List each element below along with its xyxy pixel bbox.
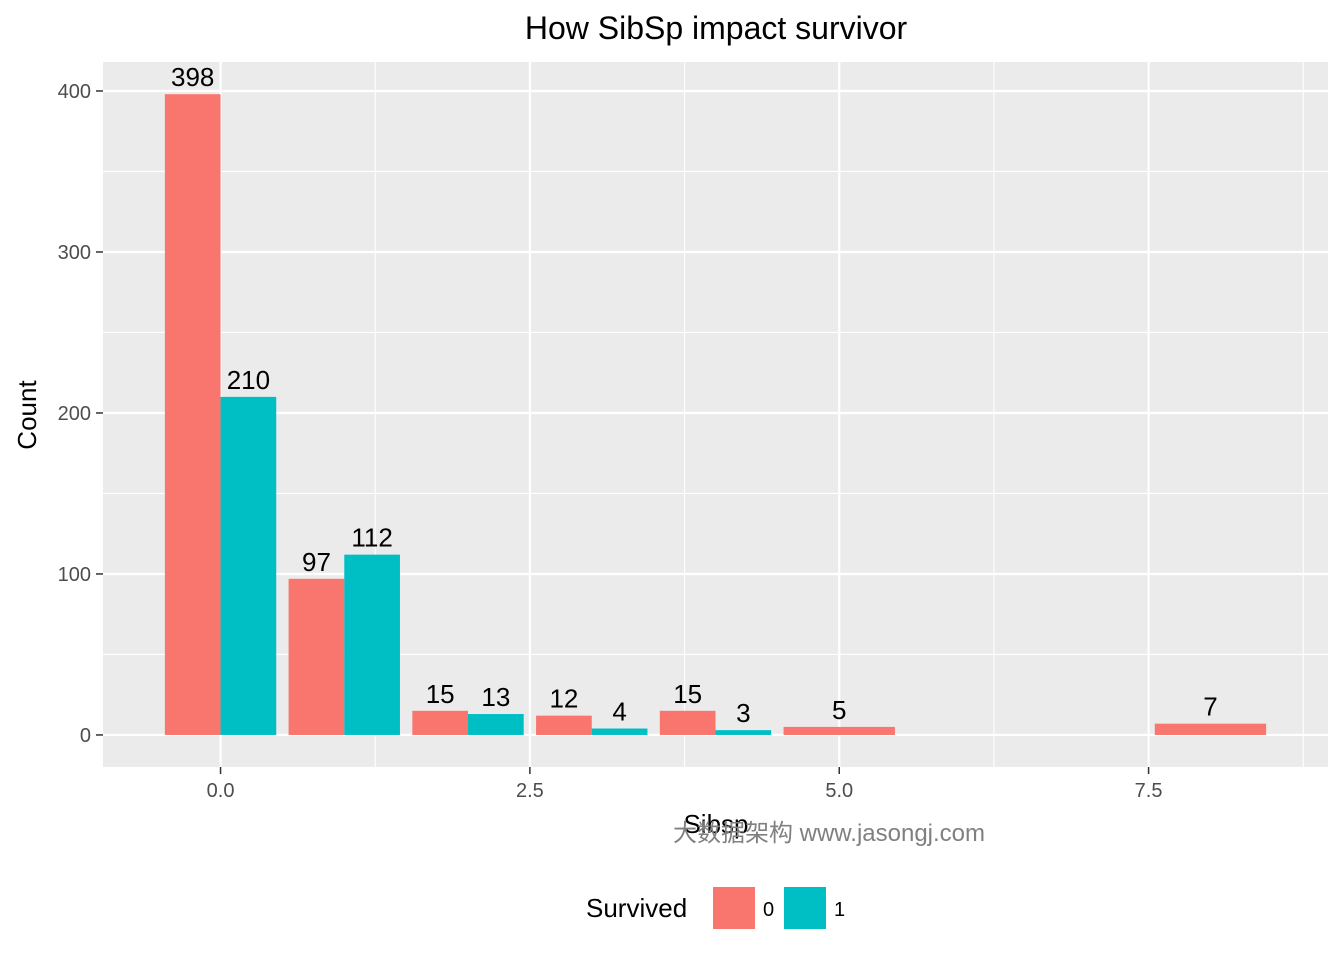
legend-label-1: 1 bbox=[834, 899, 845, 921]
plot-panel bbox=[103, 62, 1328, 767]
bar-survived-0 bbox=[783, 726, 895, 735]
bar-value-label: 97 bbox=[302, 547, 331, 577]
y-axis-title: Count bbox=[12, 380, 42, 450]
legend-label-0: 0 bbox=[763, 899, 774, 921]
legend: Survived 0 1 bbox=[586, 887, 845, 929]
bar-value-label: 210 bbox=[227, 365, 270, 395]
bar-survived-1 bbox=[591, 728, 648, 735]
bar-survived-0 bbox=[659, 710, 716, 735]
x-tick-label: 5.0 bbox=[825, 780, 853, 802]
bar-value-label: 13 bbox=[481, 682, 510, 712]
bars bbox=[164, 94, 1267, 735]
bar-survived-1 bbox=[344, 554, 400, 735]
x-axis: 0.0 2.5 5.0 7.5 bbox=[207, 767, 1163, 802]
bar-survived-1 bbox=[468, 714, 524, 735]
y-tick-label: 0 bbox=[80, 725, 91, 747]
bar-value-label: 5 bbox=[832, 695, 846, 725]
bar-survived-0 bbox=[288, 578, 345, 735]
y-tick-label: 200 bbox=[58, 403, 91, 425]
data-labels: 398 210 97 112 15 13 12 4 15 3 5 7 bbox=[171, 62, 1218, 728]
bar-value-label: 112 bbox=[351, 523, 392, 553]
bar-survived-0 bbox=[164, 94, 221, 735]
watermark: 大数据架构 www.jasongj.com bbox=[673, 820, 985, 847]
x-tick-label: 7.5 bbox=[1135, 780, 1163, 802]
bar-survived-1 bbox=[715, 730, 772, 735]
bar-survived-0 bbox=[412, 710, 469, 735]
y-tick-label: 100 bbox=[58, 564, 91, 586]
y-tick-label: 400 bbox=[58, 81, 91, 103]
bar-value-label: 15 bbox=[673, 679, 702, 709]
legend-title: Survived bbox=[586, 893, 687, 923]
bar-value-label: 15 bbox=[426, 679, 455, 709]
bar-value-label: 7 bbox=[1203, 692, 1217, 722]
x-tick-label: 2.5 bbox=[516, 780, 544, 802]
y-axis: 0 100 200 300 400 bbox=[58, 81, 103, 747]
bar-value-label: 398 bbox=[171, 62, 214, 92]
x-axis-title: Sibsp bbox=[683, 809, 748, 839]
bar-survived-1 bbox=[220, 396, 277, 735]
legend-key-0 bbox=[713, 887, 755, 929]
bar-value-label: 12 bbox=[549, 684, 578, 714]
bar-value-label: 4 bbox=[612, 697, 626, 727]
bar-survived-0 bbox=[1154, 723, 1267, 735]
y-tick-label: 300 bbox=[58, 242, 91, 264]
bar-survived-0 bbox=[536, 715, 592, 735]
bar-value-label: 3 bbox=[736, 698, 750, 728]
x-tick-label: 0.0 bbox=[207, 780, 235, 802]
chart-title: How SibSp impact survivor bbox=[525, 10, 908, 46]
legend-key-1 bbox=[784, 887, 826, 929]
